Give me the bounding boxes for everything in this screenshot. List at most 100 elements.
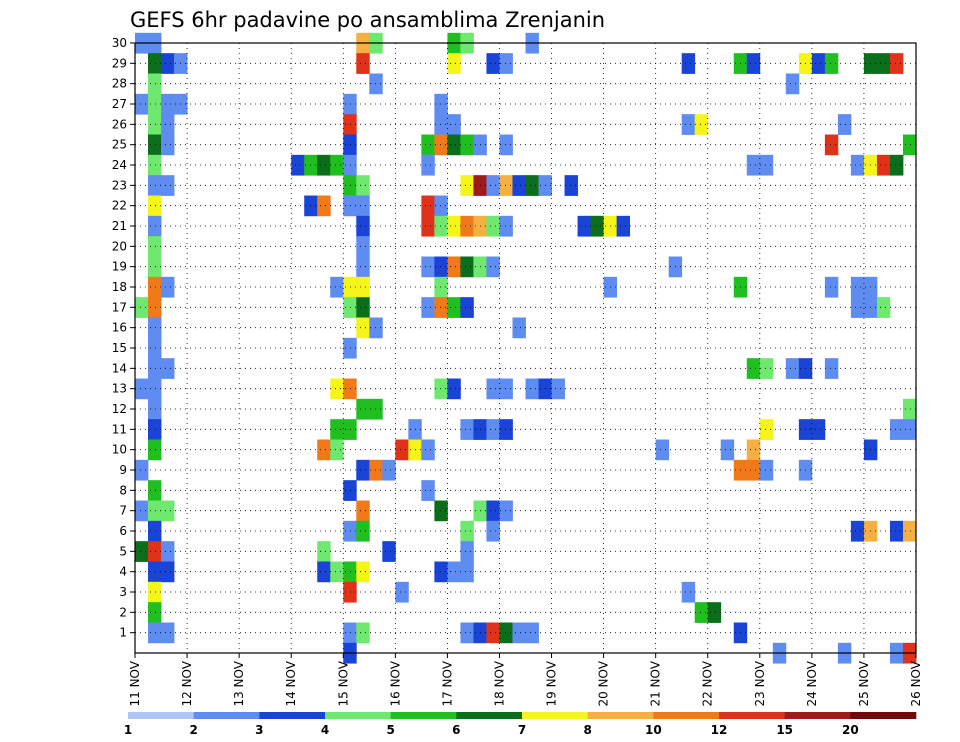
- heatmap-cell: [746, 358, 761, 379]
- heatmap-cell: [148, 114, 162, 135]
- x-axis-ticks: 11 NOV 12 NOV 13 NOV 14 NOV 15 NOV 16 NOV 17 N…: [128, 653, 923, 707]
- heatmap-cell: [824, 134, 839, 156]
- heatmap-cell: [148, 93, 162, 115]
- y-tick-label: 1: [119, 626, 127, 640]
- heatmap-cell: [499, 175, 513, 196]
- heatmap-cell: [161, 53, 175, 74]
- y-tick-label: 10: [112, 443, 127, 457]
- heatmap-cell: [135, 541, 149, 562]
- heatmap-cell: [681, 114, 696, 135]
- heatmap-cell: [148, 276, 162, 298]
- heatmap-cell: [356, 53, 370, 74]
- x-tick-label: 22 NOV: [701, 660, 715, 706]
- heatmap-cell: [343, 337, 357, 359]
- heatmap-cell: [330, 439, 344, 461]
- y-tick-label: 7: [119, 504, 127, 518]
- heatmap-cell: [694, 114, 709, 135]
- heatmap-cell: [148, 154, 162, 176]
- colorbar-label: 7: [518, 723, 526, 737]
- heatmap-cell: [356, 276, 370, 298]
- heatmap-cell: [486, 500, 500, 522]
- heatmap-cell: [148, 378, 162, 400]
- heatmap-cell: [421, 256, 435, 278]
- heatmap-cell: [486, 419, 500, 440]
- heatmap-cell: [447, 256, 461, 278]
- y-tick-label: 8: [119, 483, 127, 497]
- heatmap-cell: [499, 419, 513, 440]
- heatmap-cell: [902, 419, 917, 440]
- heatmap-cell: [343, 154, 357, 176]
- heatmap-cell: [434, 276, 448, 298]
- y-tick-label: 18: [112, 280, 127, 294]
- x-tick-label: 14 NOV: [284, 660, 298, 706]
- heatmap-cell: [343, 480, 357, 501]
- heatmap-cell: [382, 459, 396, 481]
- heatmap-cell: [525, 622, 539, 644]
- x-tick-label: 16 NOV: [388, 660, 402, 706]
- heatmap-cell: [434, 561, 448, 583]
- x-tick-label: 26 NOV: [909, 660, 923, 706]
- heatmap-cell: [824, 276, 839, 298]
- heatmap-cell: [148, 439, 162, 461]
- y-tick-label: 13: [112, 382, 127, 396]
- heatmap-cell: [876, 154, 891, 176]
- heatmap-cell: [317, 561, 331, 583]
- x-tick-label: 15 NOV: [336, 660, 350, 706]
- heatmap-cell: [486, 256, 500, 278]
- heatmap-cell: [876, 53, 891, 74]
- heatmap-cell: [746, 439, 761, 461]
- heatmap-cell: [330, 378, 344, 400]
- heatmap-cell: [161, 358, 175, 379]
- heatmap-cell: [486, 53, 500, 74]
- heatmap-cell: [148, 195, 162, 217]
- heatmap-cell: [616, 215, 631, 237]
- heatmap-cell: [369, 398, 383, 420]
- x-tick-label: 21 NOV: [649, 660, 663, 706]
- heatmap-cell: [161, 175, 175, 196]
- heatmap-cell: [356, 520, 370, 542]
- heatmap-cell: [421, 134, 435, 156]
- heatmap-cell: [421, 195, 435, 217]
- heatmap-cell: [460, 297, 474, 318]
- heatmap-cell: [343, 297, 357, 318]
- heatmap-cell: [759, 358, 774, 379]
- colorbar-label: 2: [189, 723, 197, 737]
- colorbar-segment: [784, 712, 851, 719]
- y-tick-label: 28: [112, 77, 127, 91]
- colorbar-label: 3: [255, 723, 263, 737]
- y-tick-label: 23: [112, 178, 127, 192]
- heatmap-cell: [889, 154, 904, 176]
- heatmap-cell: [317, 439, 331, 461]
- x-tick-label: 24 NOV: [805, 660, 819, 706]
- heatmap-cell: [460, 256, 474, 278]
- colorbar-label: 15: [776, 723, 793, 737]
- heatmap-cell: [330, 561, 344, 583]
- heatmap-cell: [850, 276, 865, 298]
- colorbar-label: 1: [124, 723, 132, 737]
- heatmap-cell: [460, 520, 474, 542]
- heatmap-cell: [434, 256, 448, 278]
- heatmap-cell: [460, 215, 474, 237]
- heatmap-cell: [148, 581, 162, 603]
- heatmap-cell: [356, 256, 370, 278]
- colorbar-segment: [719, 712, 785, 719]
- heatmap-cell: [161, 561, 175, 583]
- heatmap-cell: [356, 459, 370, 481]
- heatmap-cell: [135, 297, 149, 318]
- heatmap-cell: [161, 622, 175, 644]
- heatmap-cell: [551, 378, 565, 400]
- heatmap-cell: [343, 175, 357, 196]
- heatmap-cell: [148, 520, 162, 542]
- heatmap-cell: [512, 175, 526, 196]
- heatmap-cell: [330, 276, 344, 298]
- heatmap-cell: [356, 561, 370, 583]
- heatmap-cell: [590, 215, 604, 237]
- heatmap-cell: [161, 276, 175, 298]
- heatmap-cell: [850, 297, 865, 318]
- y-tick-label: 5: [119, 544, 127, 558]
- heatmap-cell: [746, 154, 761, 176]
- heatmap-cell: [369, 73, 383, 95]
- heatmap-cell: [356, 195, 370, 217]
- y-tick-label: 30: [112, 36, 127, 50]
- heatmap-cell: [486, 215, 500, 237]
